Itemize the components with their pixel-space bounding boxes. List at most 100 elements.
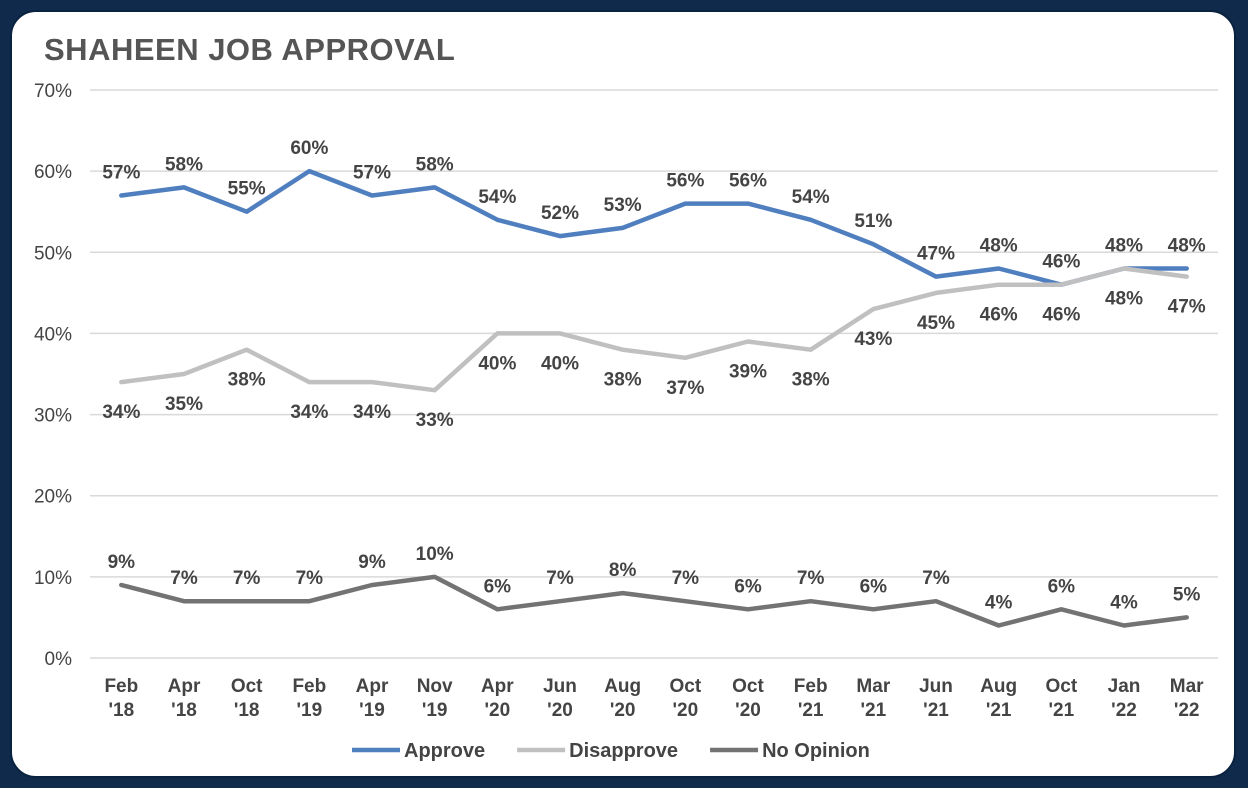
x-tick-label: '19 [422, 700, 448, 721]
x-tick-label: Jun [543, 676, 577, 697]
x-tick-label: '19 [297, 700, 323, 721]
data-label: 7% [546, 568, 574, 589]
x-tick-label: '21 [986, 700, 1012, 721]
data-label: 38% [228, 370, 266, 391]
data-label: 51% [854, 211, 892, 232]
x-tick-label: Mar [1170, 676, 1204, 697]
series-line-approve [119, 168, 1189, 287]
data-label: 7% [233, 568, 261, 589]
legend-label: Disapprove [569, 740, 678, 762]
x-tick-label: Apr [168, 676, 201, 697]
data-label: 55% [228, 179, 266, 200]
x-tick-label: Oct [1045, 676, 1077, 697]
data-label: 57% [102, 162, 140, 183]
data-label: 39% [729, 362, 767, 383]
data-labels: 57% 58% 55% 60% 57% 58% 54% 52% 53% 56% 56% 54% 51% 4… [102, 138, 1205, 613]
data-label: 38% [792, 370, 830, 391]
x-tick-label: '21 [1049, 700, 1075, 721]
x-tick-label: '21 [798, 700, 824, 721]
chart-title: SHAHEEN JOB APPROVAL [44, 32, 456, 67]
data-label: 56% [729, 171, 767, 192]
data-label: 54% [792, 187, 830, 208]
data-label: 35% [165, 394, 203, 415]
x-tick-label: Aug [980, 676, 1017, 697]
data-label: 7% [672, 568, 700, 589]
data-label: 9% [358, 552, 386, 573]
x-tick-label: '20 [735, 700, 761, 721]
data-label: 10% [416, 544, 454, 565]
y-tick-label: 10% [34, 568, 72, 589]
data-label: 7% [797, 568, 825, 589]
x-tick-label: Feb [292, 676, 326, 697]
x-tick-label: '21 [923, 700, 949, 721]
y-tick-label: 60% [34, 162, 72, 183]
data-label: 33% [416, 410, 454, 431]
x-tick-label: '21 [861, 700, 887, 721]
x-tick-label: Jun [919, 676, 953, 697]
data-label: 40% [478, 353, 516, 374]
data-label: 34% [102, 402, 140, 423]
y-tick-label: 40% [34, 324, 72, 345]
x-tick-label: '20 [547, 700, 573, 721]
x-tick-label: Feb [104, 676, 138, 697]
y-tick-label: 70% [34, 81, 72, 102]
x-tick-label: '20 [485, 700, 511, 721]
legend-label: No Opinion [762, 740, 870, 762]
data-label: 5% [1173, 584, 1201, 605]
data-label: 48% [1105, 236, 1143, 257]
data-label: 4% [1110, 593, 1138, 614]
legend-label: Approve [404, 740, 485, 762]
data-label: 60% [290, 138, 328, 159]
legend: Approve Disapprove No Opinion [352, 740, 870, 762]
data-label: 6% [484, 576, 512, 597]
x-tick-label: '20 [610, 700, 636, 721]
data-label: 58% [416, 154, 454, 175]
data-label: 7% [170, 568, 198, 589]
data-label: 37% [666, 378, 704, 399]
y-tick-label: 30% [34, 406, 72, 427]
data-label: 47% [917, 244, 955, 265]
x-tick-label: Apr [356, 676, 389, 697]
data-label: 46% [1042, 252, 1080, 273]
series-line-no-opinion [119, 574, 1189, 628]
data-label: 52% [541, 203, 579, 224]
x-axis-ticks: Feb '18 Apr '18 Oct '18 Feb '19 Apr '19 Nov '19 Apr '… [104, 676, 1204, 721]
x-tick-label: '18 [171, 700, 197, 721]
data-label: 6% [1048, 576, 1076, 597]
data-label: 46% [980, 305, 1018, 326]
x-tick-label: Nov [417, 676, 453, 697]
y-tick-label: 20% [34, 487, 72, 508]
data-label: 57% [353, 162, 391, 183]
data-label: 53% [604, 195, 642, 216]
data-label: 48% [1105, 289, 1143, 310]
data-label: 6% [860, 576, 888, 597]
x-tick-label: Oct [231, 676, 263, 697]
y-axis-ticks: 0% 10% 20% 30% 40% 50% 60% 70% [34, 81, 72, 670]
gridlines [90, 89, 1218, 659]
x-tick-label: Apr [481, 676, 514, 697]
data-label: 56% [666, 171, 704, 192]
data-label: 4% [985, 593, 1013, 614]
x-tick-label: Oct [732, 676, 764, 697]
data-label: 40% [541, 353, 579, 374]
data-label: 38% [604, 370, 642, 391]
data-label: 47% [1168, 297, 1206, 318]
x-tick-label: '18 [234, 700, 260, 721]
y-tick-label: 0% [45, 649, 73, 670]
data-label: 7% [922, 568, 950, 589]
x-tick-label: '22 [1174, 700, 1200, 721]
data-label: 54% [478, 187, 516, 208]
data-label: 7% [296, 568, 324, 589]
data-label: 8% [609, 560, 637, 581]
data-label: 45% [917, 313, 955, 334]
x-tick-label: Jan [1108, 676, 1141, 697]
x-tick-label: '18 [109, 700, 135, 721]
x-tick-label: Feb [794, 676, 828, 697]
series-line-disapprove [119, 266, 1189, 393]
data-label: 6% [734, 576, 762, 597]
x-tick-label: '20 [673, 700, 699, 721]
data-label: 58% [165, 154, 203, 175]
series-lines [119, 168, 1189, 628]
data-label: 34% [353, 402, 391, 423]
